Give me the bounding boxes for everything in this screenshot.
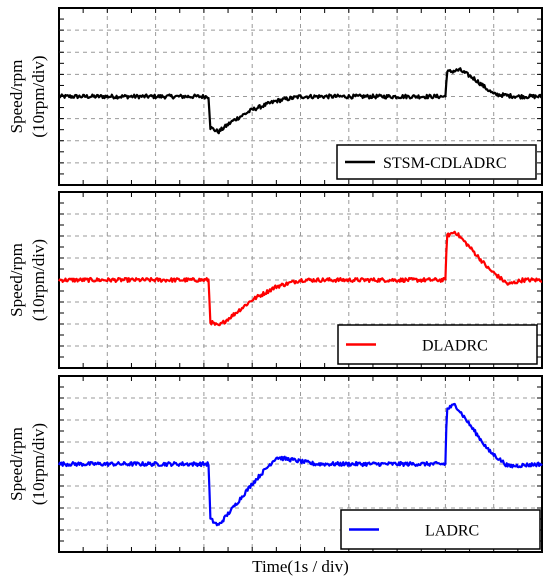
series-line-2	[58, 230, 543, 327]
legend-label: DLADRC	[422, 338, 488, 355]
y-axis-unit-label: (10rpm/div)	[29, 55, 48, 137]
y-axis-label: Speed/rpm	[7, 427, 26, 501]
series-line-3	[57, 402, 543, 527]
legend-label: STSM-CDLADRC	[383, 155, 507, 172]
x-axis-label: Time(1s / div)	[252, 557, 349, 576]
panel-2: Speed/rpm (10rpm/div) DLADRC	[7, 191, 543, 369]
series-line-1	[58, 67, 543, 135]
panel-3: Speed/rpm (10rpm/div) LADRC	[7, 375, 543, 553]
y-axis-label: Speed/rpm	[7, 60, 26, 134]
y-axis-label: Speed/rpm	[7, 243, 26, 317]
legend-label: LADRC	[425, 523, 479, 540]
panel-1: Speed/rpm (10rpm/div) STSM-CDLADRC	[7, 7, 543, 186]
y-axis-unit-label: (10rpm/div)	[29, 423, 48, 505]
y-axis-unit-label: (10rpm/div)	[29, 239, 48, 321]
